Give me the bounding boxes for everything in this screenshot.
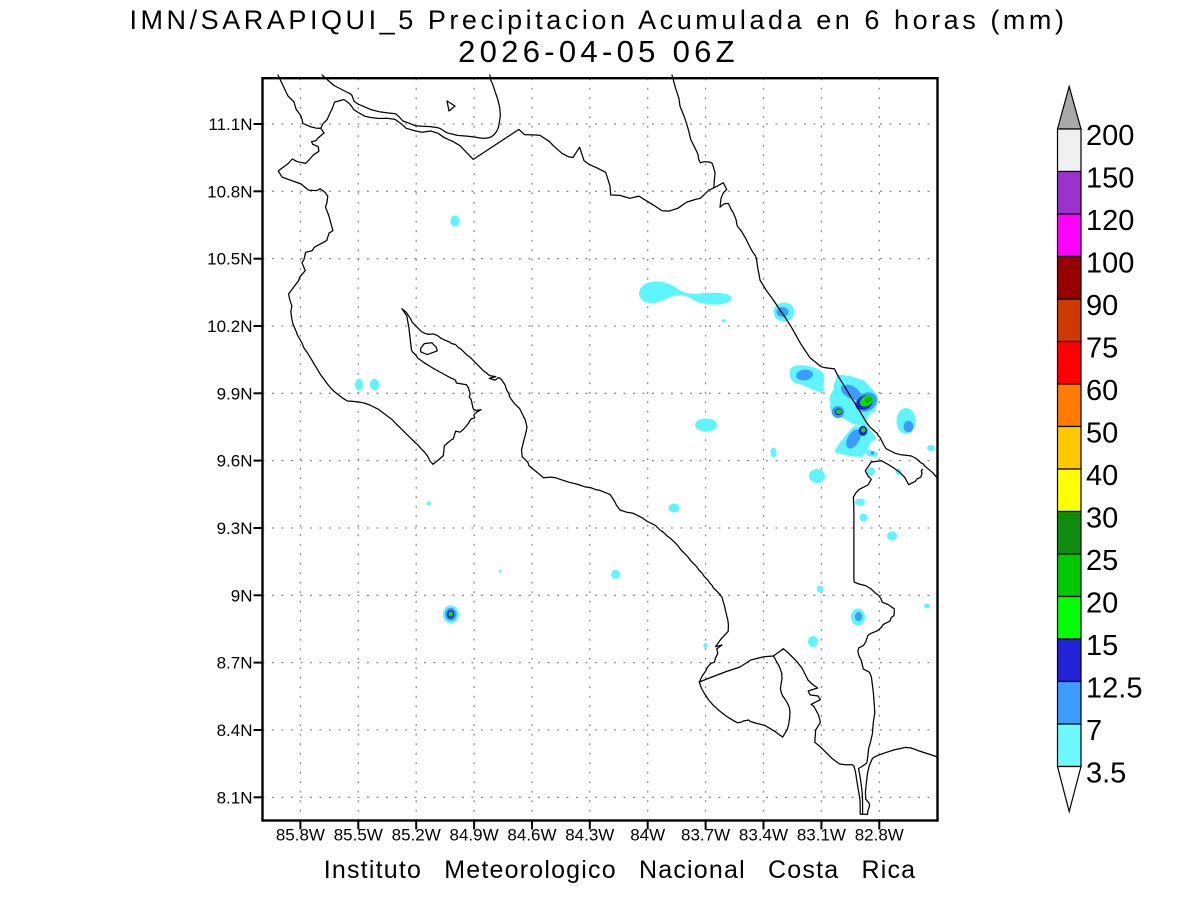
svg-text:120: 120 bbox=[1086, 205, 1134, 237]
svg-text:50: 50 bbox=[1086, 418, 1118, 450]
svg-text:9N: 9N bbox=[231, 586, 253, 605]
svg-text:83.1W: 83.1W bbox=[797, 826, 846, 845]
svg-text:12.5: 12.5 bbox=[1086, 673, 1142, 705]
svg-text:7: 7 bbox=[1086, 715, 1102, 747]
svg-text:3.5: 3.5 bbox=[1086, 758, 1126, 790]
svg-text:8.1N: 8.1N bbox=[217, 788, 253, 807]
svg-text:20: 20 bbox=[1086, 588, 1118, 620]
svg-text:85.8W: 85.8W bbox=[276, 826, 325, 845]
svg-text:100: 100 bbox=[1086, 248, 1134, 280]
svg-text:IMN/SARAPIQUI_5 Precipitacion: IMN/SARAPIQUI_5 Precipitacion Acumulada … bbox=[129, 5, 1067, 35]
svg-text:9.3N: 9.3N bbox=[217, 519, 253, 538]
svg-text:10.5N: 10.5N bbox=[207, 250, 252, 269]
svg-text:83.4W: 83.4W bbox=[739, 826, 788, 845]
svg-text:85.5W: 85.5W bbox=[334, 826, 383, 845]
svg-text:9.6N: 9.6N bbox=[217, 452, 253, 471]
svg-text:2026-04-05 06Z: 2026-04-05 06Z bbox=[458, 34, 739, 69]
svg-text:11.1N: 11.1N bbox=[208, 115, 252, 134]
svg-text:84W: 84W bbox=[630, 826, 665, 845]
svg-text:40: 40 bbox=[1086, 460, 1118, 492]
svg-text:83.7W: 83.7W bbox=[681, 826, 730, 845]
svg-text:15: 15 bbox=[1086, 630, 1118, 662]
svg-text:150: 150 bbox=[1086, 163, 1134, 195]
svg-text:60: 60 bbox=[1086, 375, 1118, 407]
svg-text:200: 200 bbox=[1086, 120, 1134, 152]
svg-text:8.7N: 8.7N bbox=[217, 654, 253, 673]
svg-text:84.6W: 84.6W bbox=[507, 826, 556, 845]
svg-text:10.8N: 10.8N bbox=[207, 182, 252, 201]
svg-text:90: 90 bbox=[1086, 290, 1118, 322]
svg-text:84.3W: 84.3W bbox=[565, 826, 614, 845]
svg-text:25: 25 bbox=[1086, 545, 1118, 577]
svg-text:30: 30 bbox=[1086, 503, 1118, 535]
svg-text:85.2W: 85.2W bbox=[392, 826, 441, 845]
svg-text:84.9W: 84.9W bbox=[450, 826, 499, 845]
svg-text:10.2N: 10.2N bbox=[207, 317, 252, 336]
svg-text:75: 75 bbox=[1086, 333, 1118, 365]
svg-text:82.8W: 82.8W bbox=[855, 826, 904, 845]
svg-text:Instituto Meteorologico Nacion: Instituto Meteorologico Nacional Costa R… bbox=[324, 856, 917, 884]
svg-text:8.4N: 8.4N bbox=[217, 721, 253, 740]
svg-text:9.9N: 9.9N bbox=[217, 384, 253, 403]
